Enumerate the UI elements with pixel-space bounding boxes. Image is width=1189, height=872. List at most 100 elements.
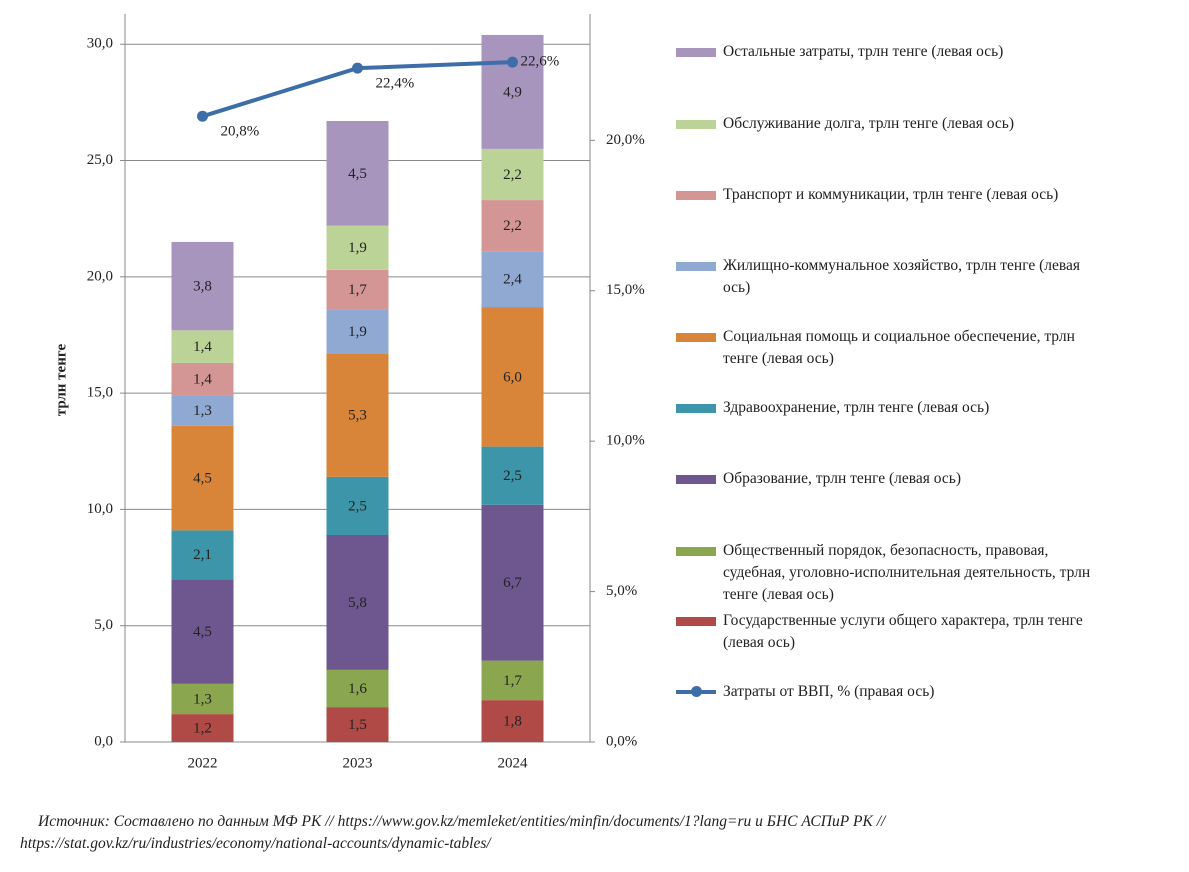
data-label: 1,7 xyxy=(503,673,522,689)
bar-segment xyxy=(326,269,389,310)
bar-segment xyxy=(481,446,544,505)
bar-segment xyxy=(481,34,544,149)
y-tick-label: 20,0 xyxy=(87,268,113,284)
data-label: 1,4 xyxy=(193,372,212,388)
data-label: 1,7 xyxy=(348,282,367,298)
data-label: 1,3 xyxy=(193,691,212,707)
data-label: 20,8% xyxy=(221,124,260,140)
data-label: 2,2 xyxy=(503,167,522,183)
bar-segment xyxy=(326,225,389,270)
legend-swatch xyxy=(676,262,716,271)
y-tick-label: 10,0 xyxy=(87,501,113,517)
line-marker xyxy=(197,110,208,122)
legend-label: Социальная помощь и социальное обеспечен… xyxy=(723,328,1075,367)
data-label: 4,9 xyxy=(503,84,522,100)
bar-segment xyxy=(326,120,389,226)
legend-swatch xyxy=(676,333,716,342)
data-label: 3,8 xyxy=(193,279,212,295)
bar-segment xyxy=(171,362,234,396)
bar-segment xyxy=(481,307,544,447)
data-label: 4,5 xyxy=(193,470,212,486)
bar-segment xyxy=(171,425,234,531)
legend-label: Здравоохранение, трлн тенге (левая ось) xyxy=(723,399,990,416)
data-label: 4,5 xyxy=(348,166,367,182)
y2-tick-label: 10,0% xyxy=(606,433,645,449)
legend-label: Обслуживание долга, трлн тенге (левая ос… xyxy=(723,115,1015,132)
legend-swatch xyxy=(676,191,716,200)
bar-segment xyxy=(481,200,544,252)
bar-segment xyxy=(481,700,544,742)
data-label: 22,6% xyxy=(521,54,560,70)
data-label: 1,9 xyxy=(348,324,367,340)
legend-swatch xyxy=(676,404,716,413)
data-label: 1,5 xyxy=(348,717,367,733)
data-label: 1,4 xyxy=(193,339,212,355)
bar-segment xyxy=(326,707,389,742)
data-label: 5,8 xyxy=(348,595,367,611)
y2-tick-label: 0,0% xyxy=(606,733,637,749)
data-label: 22,4% xyxy=(376,76,415,92)
data-label: 2,5 xyxy=(348,498,367,514)
data-label: 1,6 xyxy=(348,681,367,697)
y-tick-label: 25,0 xyxy=(87,152,113,168)
y-tick-label: 5,0 xyxy=(94,617,113,633)
chart: трлн тенге 0,0 5,0 10,0 15,0 20,0 25,0 30,0 0,0… xyxy=(53,14,645,771)
x-tick-label: 2023 xyxy=(343,755,373,771)
data-label: 6,0 xyxy=(503,369,522,385)
y-tick-label: 0,0 xyxy=(94,733,113,749)
bar-segment xyxy=(171,241,234,331)
y-axis-label: трлн тенге xyxy=(53,344,69,417)
legend-label: Государственные услуги общего характера,… xyxy=(723,612,1083,651)
line-marker xyxy=(352,62,363,74)
legend-label: Жилищно-коммунальное хозяйство, трлн тен… xyxy=(723,257,1081,296)
data-label: 1,3 xyxy=(193,403,212,419)
legend-swatch xyxy=(676,617,716,626)
bar-segment xyxy=(171,714,234,742)
legend-label: Образование, трлн тенге (левая ось) xyxy=(723,470,961,487)
bar-segment xyxy=(481,504,544,661)
x-tick-label: 2024 xyxy=(498,755,529,771)
x-tick-label: 2022 xyxy=(188,755,218,771)
legend-swatch xyxy=(676,475,716,484)
bar-segment xyxy=(326,669,389,708)
y-tick-label: 30,0 xyxy=(87,36,113,52)
legend-swatch xyxy=(676,686,716,697)
legend-label: Транспорт и коммуникации, трлн тенге (ле… xyxy=(723,186,1059,203)
line-marker xyxy=(507,56,518,68)
legend-swatch xyxy=(676,120,716,129)
bar-segment xyxy=(171,530,234,580)
y-tick-label: 15,0 xyxy=(87,385,113,401)
data-label: 5,3 xyxy=(348,408,367,424)
legend-label: Остальные затраты, трлн тенге (левая ось… xyxy=(723,43,1004,60)
bar-segment xyxy=(171,579,234,684)
bar-segment xyxy=(171,330,234,363)
data-label: 4,5 xyxy=(193,624,212,640)
data-label: 6,7 xyxy=(503,575,522,591)
y2-tick-label: 20,0% xyxy=(606,132,645,148)
bar-segment xyxy=(481,660,544,701)
legend-swatch xyxy=(676,48,716,57)
y2-tick-label: 15,0% xyxy=(606,282,645,298)
bar-segment xyxy=(326,476,389,535)
bar-segment xyxy=(481,148,544,201)
data-label: 1,9 xyxy=(348,240,367,256)
bar-segment xyxy=(326,353,389,477)
legend-marker xyxy=(691,686,702,697)
data-label: 2,2 xyxy=(503,218,522,234)
data-label: 1,2 xyxy=(193,720,212,736)
bar-segment xyxy=(326,309,389,354)
legend-label: Затраты от ВВП, % (правая ось) xyxy=(723,683,935,700)
y2-tick-label: 5,0% xyxy=(606,583,637,599)
source: Источник: Составлено по данным МФ РК // … xyxy=(20,813,886,852)
bar-segment xyxy=(481,251,544,308)
data-label: 2,1 xyxy=(193,547,212,563)
bar-segment xyxy=(326,534,389,670)
bar-segment xyxy=(171,395,234,426)
data-label: 1,8 xyxy=(503,714,522,730)
legend-swatch xyxy=(676,547,716,556)
legend-label: Общественный порядок, безопасность, прав… xyxy=(723,542,1091,603)
data-label: 2,5 xyxy=(503,468,522,484)
data-label: 2,4 xyxy=(503,272,522,288)
bar-segment xyxy=(171,683,234,715)
